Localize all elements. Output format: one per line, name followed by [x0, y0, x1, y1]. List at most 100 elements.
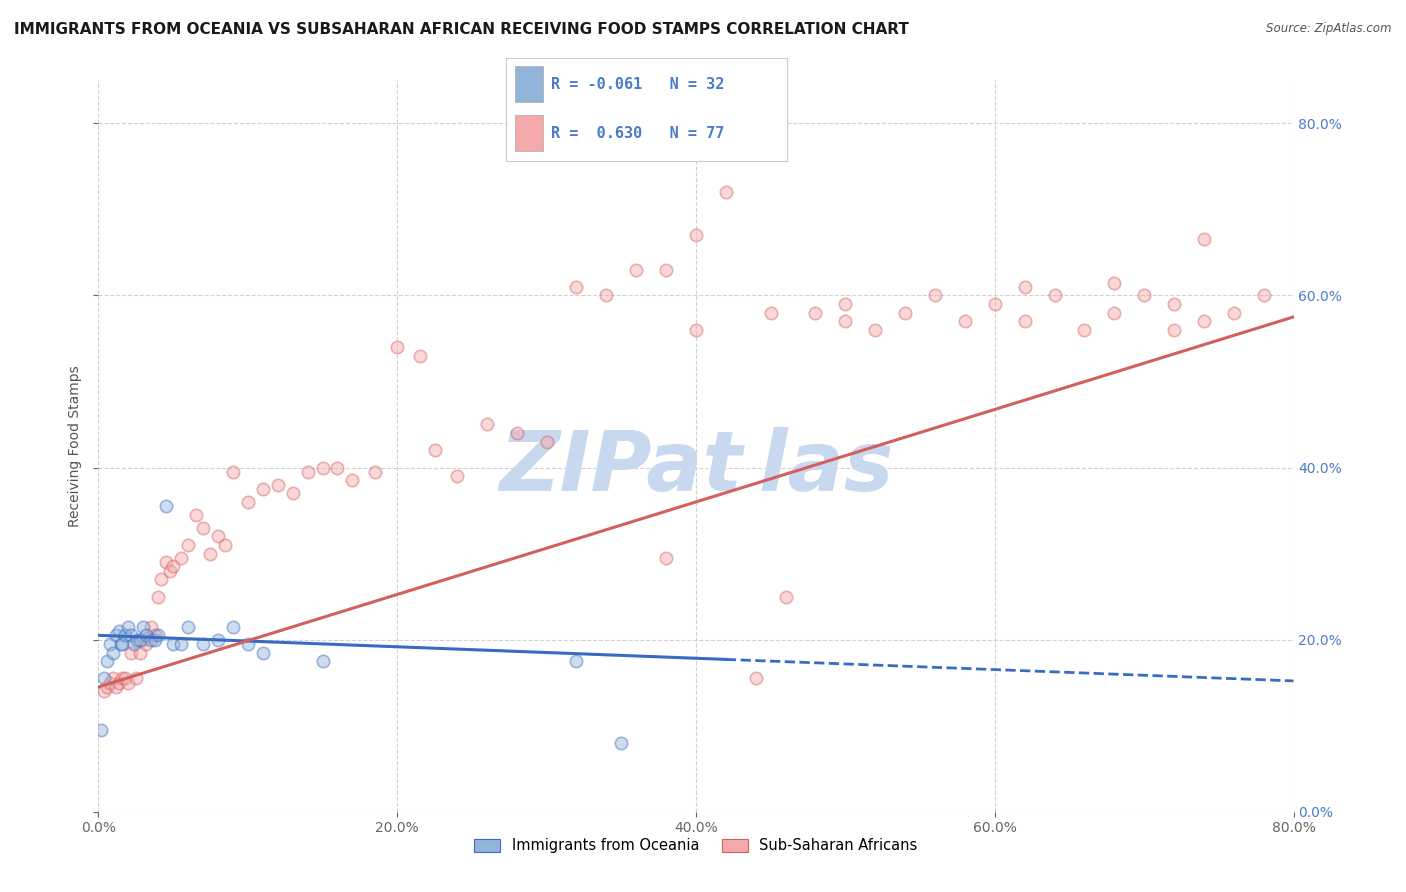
Point — [120, 646, 142, 660]
Point — [745, 671, 768, 685]
Point — [120, 628, 142, 642]
Point — [114, 671, 136, 685]
Bar — [515, 66, 543, 102]
Point — [1104, 276, 1126, 290]
Point — [162, 559, 184, 574]
Point — [108, 624, 131, 638]
Bar — [515, 115, 543, 152]
Point — [184, 508, 207, 522]
Point — [446, 469, 468, 483]
Point — [155, 555, 177, 569]
Point — [236, 637, 259, 651]
Point — [252, 646, 274, 660]
Point — [155, 500, 177, 514]
Point — [759, 305, 782, 319]
Point — [804, 305, 827, 319]
Point — [93, 684, 115, 698]
Point — [685, 323, 707, 337]
Point — [1192, 232, 1215, 246]
Point — [98, 675, 122, 690]
Point — [685, 228, 707, 243]
Point — [1043, 288, 1066, 302]
Point — [953, 314, 976, 328]
Point — [1104, 305, 1126, 319]
Point — [139, 632, 162, 647]
Text: Source: ZipAtlas.com: Source: ZipAtlas.com — [1267, 22, 1392, 36]
Point — [655, 550, 678, 565]
Point — [865, 323, 887, 337]
Point — [103, 671, 125, 685]
Point — [148, 628, 170, 642]
Text: ZIPat las: ZIPat las — [499, 427, 893, 508]
Point — [143, 628, 166, 642]
Point — [114, 628, 136, 642]
Point — [150, 573, 173, 587]
Point — [506, 426, 529, 441]
Point — [207, 632, 229, 647]
Point — [93, 671, 115, 685]
Point — [132, 620, 155, 634]
Point — [385, 340, 409, 354]
Point — [924, 288, 946, 302]
Point — [222, 465, 245, 479]
Point — [159, 564, 181, 578]
Point — [1253, 288, 1275, 302]
Point — [207, 529, 229, 543]
Point — [214, 538, 236, 552]
Point — [714, 185, 737, 199]
Point — [103, 646, 125, 660]
Point — [98, 637, 122, 651]
Point — [610, 736, 633, 750]
Point — [326, 460, 349, 475]
Point — [135, 628, 157, 642]
Point — [775, 590, 797, 604]
Point — [191, 637, 214, 651]
Point — [655, 262, 678, 277]
Point — [1192, 314, 1215, 328]
Point — [626, 262, 648, 277]
Point — [90, 723, 112, 737]
Point — [132, 632, 155, 647]
Point — [117, 620, 139, 634]
Point — [177, 538, 200, 552]
Point — [96, 680, 118, 694]
Point — [1163, 323, 1185, 337]
Point — [297, 465, 319, 479]
Point — [1163, 297, 1185, 311]
Point — [177, 620, 200, 634]
Point — [252, 482, 274, 496]
Point — [135, 637, 157, 651]
Point — [124, 637, 146, 651]
Point — [475, 417, 498, 432]
Point — [311, 654, 333, 668]
Point — [1133, 288, 1156, 302]
Point — [111, 637, 134, 651]
Point — [281, 486, 304, 500]
Point — [1014, 314, 1036, 328]
Text: R = -0.061   N = 32: R = -0.061 N = 32 — [551, 77, 724, 92]
Point — [364, 465, 387, 479]
Point — [423, 443, 446, 458]
Point — [834, 297, 856, 311]
Point — [108, 675, 131, 690]
Point — [342, 474, 364, 488]
Point — [162, 637, 184, 651]
Point — [169, 550, 191, 565]
Y-axis label: Receiving Food Stamps: Receiving Food Stamps — [69, 365, 83, 527]
Point — [110, 637, 132, 651]
Point — [1014, 280, 1036, 294]
Point — [536, 434, 558, 449]
Point — [117, 675, 139, 690]
Point — [408, 349, 430, 363]
Point — [311, 460, 333, 475]
Point — [139, 620, 162, 634]
Point — [191, 521, 214, 535]
Point — [105, 628, 128, 642]
Point — [222, 620, 245, 634]
Text: IMMIGRANTS FROM OCEANIA VS SUBSAHARAN AFRICAN RECEIVING FOOD STAMPS CORRELATION : IMMIGRANTS FROM OCEANIA VS SUBSAHARAN AF… — [14, 22, 908, 37]
Legend: Immigrants from Oceania, Sub-Saharan Africans: Immigrants from Oceania, Sub-Saharan Afr… — [468, 832, 924, 859]
Point — [96, 654, 118, 668]
Point — [595, 288, 617, 302]
Point — [129, 646, 152, 660]
Point — [125, 671, 148, 685]
